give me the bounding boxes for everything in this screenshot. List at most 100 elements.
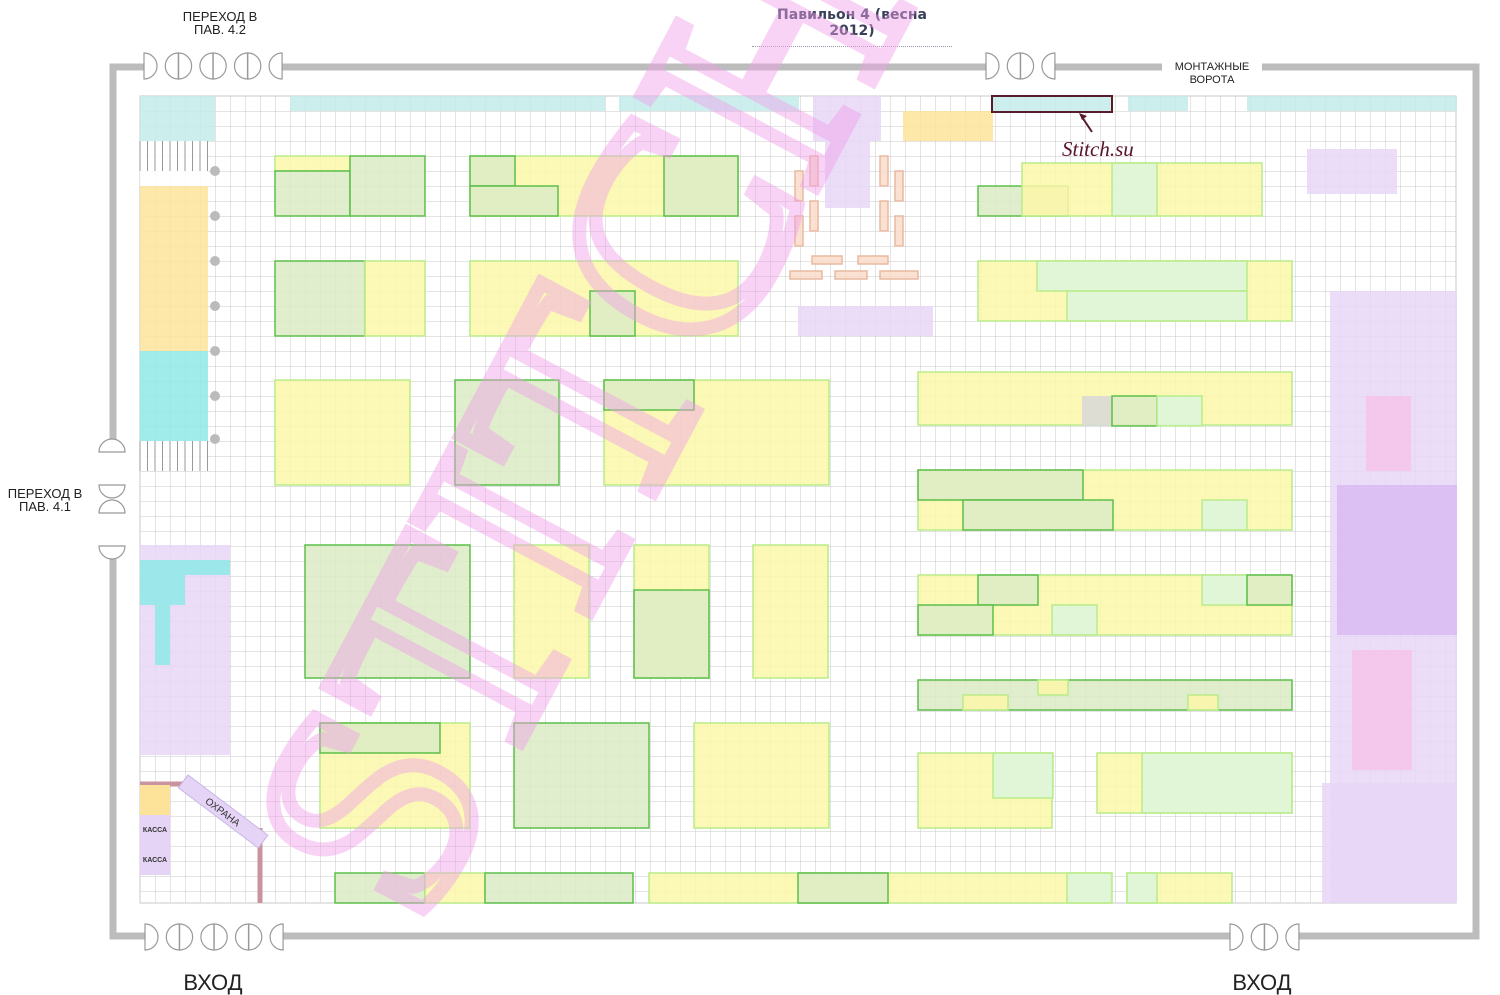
booth-area[interactable] (1066, 290, 1248, 322)
passage-4-2-label: ПЕРЕХОД В ПАВ. 4.2 (182, 9, 258, 37)
booth-area[interactable] (992, 752, 1054, 799)
booth-area[interactable] (1246, 574, 1293, 606)
booth-area[interactable] (140, 441, 208, 471)
booth-area[interactable] (1201, 574, 1248, 606)
booth-area[interactable] (977, 574, 1039, 606)
booth-area[interactable] (364, 260, 426, 337)
booth-area[interactable] (140, 96, 215, 141)
booth-area[interactable] (454, 379, 560, 486)
booth-area[interactable] (1037, 679, 1069, 696)
seating (794, 215, 804, 247)
booth-area[interactable] (1141, 752, 1293, 814)
booth-area[interactable] (140, 560, 230, 575)
doors-passage-4-1[interactable] (98, 438, 126, 560)
seating (879, 200, 889, 232)
booth-area[interactable] (1066, 872, 1113, 904)
booth-area[interactable] (274, 379, 411, 486)
booth-area[interactable] (513, 722, 650, 829)
seating (857, 255, 889, 265)
booth-area[interactable] (1082, 396, 1112, 426)
booth-area[interactable] (1352, 650, 1412, 770)
booth-area[interactable] (513, 544, 590, 679)
booth-area[interactable] (274, 260, 366, 337)
pillar (210, 166, 220, 176)
booth-area[interactable] (752, 544, 829, 679)
seating (809, 200, 819, 232)
booth-area[interactable] (274, 155, 351, 172)
doors-entrance-right[interactable] (1229, 923, 1300, 951)
booth-area[interactable] (603, 379, 695, 411)
stitch-arrow (1079, 113, 1093, 133)
doors-entrance-left[interactable] (144, 923, 284, 951)
booth-area[interactable] (693, 722, 830, 829)
entrance-left-label: ВХОД (183, 970, 243, 995)
booth-area[interactable] (917, 604, 994, 636)
booth-area[interactable] (1156, 395, 1203, 427)
booth-area[interactable] (825, 141, 870, 208)
booth-area[interactable] (663, 155, 739, 217)
pillar (210, 434, 220, 444)
booth-area[interactable] (304, 544, 471, 679)
booth-area[interactable] (319, 722, 441, 754)
booth-area[interactable] (1322, 783, 1457, 903)
stitch-booth[interactable] (991, 95, 1113, 113)
seating (894, 215, 904, 247)
booth-area[interactable] (334, 872, 426, 904)
booth-area[interactable] (1111, 395, 1158, 427)
doors-passage-4-2[interactable] (143, 52, 283, 80)
pavilion-walls (109, 63, 1480, 940)
booth-area[interactable] (797, 872, 889, 904)
pillar (210, 301, 220, 311)
seating (894, 170, 904, 202)
booth-area[interactable] (1247, 96, 1457, 111)
booth-area[interactable] (1366, 396, 1411, 471)
booth-area[interactable] (140, 141, 208, 186)
booth-area[interactable] (1187, 694, 1219, 711)
booth-area[interactable] (290, 96, 605, 111)
booth-area[interactable] (140, 186, 208, 351)
entrance-right-label: ВХОД (1232, 970, 1292, 995)
seating (794, 170, 804, 202)
booth-area[interactable] (798, 306, 933, 336)
booth-area[interactable] (140, 351, 208, 441)
seating (834, 270, 868, 280)
booth-area[interactable] (1201, 499, 1248, 531)
booth-area[interactable] (813, 96, 881, 141)
booth-area[interactable] (962, 694, 1009, 711)
cashier-label-2: КАССА (143, 857, 167, 864)
booth-area[interactable] (1128, 96, 1188, 111)
mounting-gate-label: МОНТАЖНЫЕ ВОРОТА (1162, 61, 1262, 87)
seating (879, 155, 889, 187)
booth-area[interactable] (917, 469, 1084, 501)
booth-area[interactable] (1126, 872, 1158, 904)
booth-area[interactable] (140, 575, 185, 605)
booth-area[interactable] (1337, 485, 1457, 635)
booth-area[interactable] (962, 499, 1114, 531)
booth-area[interactable] (1051, 604, 1098, 636)
booth-area[interactable] (469, 185, 559, 217)
pillar (210, 256, 220, 266)
booth-area[interactable] (424, 872, 486, 904)
pillar (210, 211, 220, 221)
booth-area[interactable] (484, 872, 634, 904)
booth-area[interactable] (469, 155, 516, 187)
pillar (210, 391, 220, 401)
doors-mounting-gate[interactable] (985, 52, 1056, 80)
booth-area[interactable] (1307, 149, 1397, 194)
pillar (210, 346, 220, 356)
cashier-desks: КАССА КАССА (140, 785, 170, 875)
booth-area[interactable] (633, 589, 710, 679)
booth-area[interactable] (155, 605, 170, 665)
seating (879, 270, 919, 280)
booth-area[interactable] (349, 155, 426, 217)
passage-4-1-label: ПЕРЕХОД В ПАВ. 4.1 (7, 486, 83, 514)
booth-area[interactable] (1111, 162, 1158, 217)
booth-area[interactable] (1036, 260, 1248, 292)
booth-area[interactable] (589, 290, 636, 337)
booth-area[interactable] (903, 111, 993, 141)
booth-area[interactable] (619, 96, 799, 111)
booth-area[interactable] (274, 170, 351, 217)
seating (809, 155, 819, 187)
page-title: Павильон 4 (весна 2012) (752, 7, 952, 47)
